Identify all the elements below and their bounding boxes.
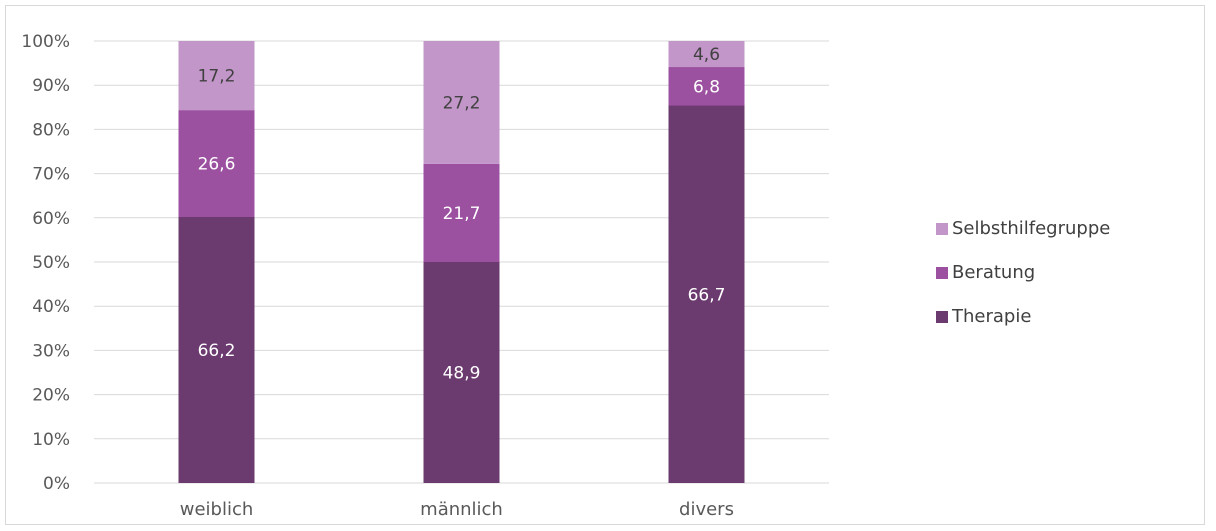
bar-segment-selbsthilfegruppe — [668, 41, 745, 68]
data-label: 27,2 — [443, 93, 481, 113]
y-tick-label: 60% — [32, 209, 70, 229]
y-tick-label: 70% — [32, 165, 70, 185]
data-label: 6,8 — [693, 77, 720, 97]
legend-label: Beratung — [952, 262, 1035, 283]
y-tick-label: 80% — [32, 120, 70, 140]
legend-swatch — [936, 267, 948, 279]
bar-segment-therapie — [423, 262, 500, 483]
x-category-label: männlich — [420, 499, 503, 520]
bar-segment-beratung — [178, 110, 255, 217]
data-label: 4,6 — [693, 45, 720, 65]
y-tick-label: 10% — [32, 430, 70, 450]
chart-area: 0% 10% 20% 30% 40% 50% 60% 70% 80% 90% 100% 66,2 26,… — [5, 5, 1205, 525]
data-label: 17,2 — [198, 67, 236, 87]
stacked-bar-chart: 0% 10% 20% 30% 40% 50% 60% 70% 80% 90% 100% 66,2 26,… — [21, 32, 1110, 520]
bar-segment-selbsthilfegruppe — [178, 41, 255, 111]
legend-swatch — [936, 311, 948, 323]
y-tick-label: 20% — [32, 386, 70, 406]
x-category-label: divers — [679, 499, 734, 520]
data-label: 48,9 — [443, 364, 481, 384]
data-label: 26,6 — [198, 155, 236, 175]
bar-segment-beratung — [423, 163, 500, 262]
bar-segment-selbsthilfegruppe — [423, 41, 500, 164]
data-label: 21,7 — [443, 204, 481, 224]
bar-segment-beratung — [668, 67, 745, 106]
y-tick-label: 40% — [32, 297, 70, 317]
legend-label: Selbsthilfegruppe — [952, 218, 1110, 239]
data-label: 66,7 — [688, 285, 726, 305]
bar-segment-therapie — [668, 105, 745, 484]
y-tick-label: 90% — [32, 76, 70, 96]
y-tick-label: 50% — [32, 253, 70, 273]
legend-swatch — [936, 223, 948, 235]
data-label: 66,2 — [198, 341, 236, 361]
x-category-label: weiblich — [180, 499, 254, 520]
legend-label: Therapie — [951, 306, 1031, 327]
y-tick-label: 0% — [43, 474, 70, 494]
y-tick-label: 30% — [32, 341, 70, 361]
y-tick-label: 100% — [21, 32, 70, 52]
bar-segment-therapie — [178, 216, 255, 483]
